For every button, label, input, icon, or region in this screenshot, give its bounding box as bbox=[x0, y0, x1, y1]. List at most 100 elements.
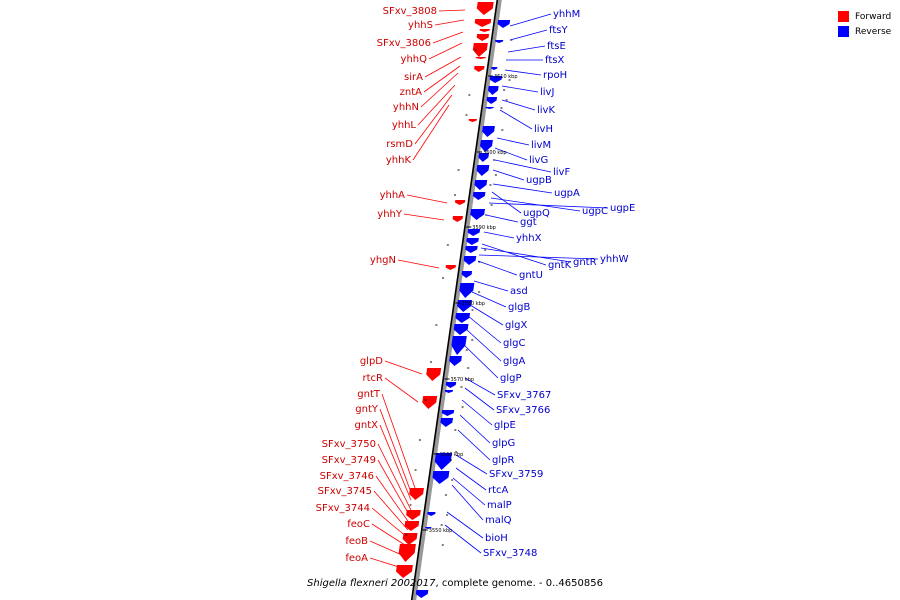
reverse-leader-line bbox=[499, 109, 533, 130]
reverse-leader-line bbox=[464, 377, 496, 396]
reverse-leader-line bbox=[462, 343, 499, 379]
forward-gene-label: feoA bbox=[345, 553, 368, 564]
forward-leader-line bbox=[403, 213, 445, 221]
reverse-gene-label: livJ bbox=[540, 87, 554, 98]
forward-gene-label: SFxv_3749 bbox=[322, 455, 376, 466]
organism-name: Shigella flexneri 2002017 bbox=[307, 578, 436, 589]
forward-leader-line bbox=[371, 507, 409, 539]
reverse-gene-label: SFxv_3766 bbox=[496, 405, 550, 416]
forward-gene-label: rsmD bbox=[386, 139, 413, 150]
legend: Forward Reverse bbox=[838, 9, 898, 39]
forward-gene-label: feoC bbox=[347, 519, 370, 530]
reverse-gene-label: glgB bbox=[508, 302, 530, 313]
reverse-gene-label: ugpQ bbox=[523, 208, 550, 219]
map-caption: Shigella flexneri 2002017, complete geno… bbox=[0, 578, 900, 589]
reverse-feature bbox=[466, 238, 479, 245]
reverse-leader-line bbox=[461, 399, 493, 426]
reverse-leader-line bbox=[467, 315, 502, 344]
reverse-gene-label: yhhX bbox=[516, 233, 542, 244]
reverse-feature bbox=[453, 324, 469, 335]
reverse-feature bbox=[478, 153, 490, 162]
forward-leader-line bbox=[424, 56, 462, 78]
reverse-gene-label: ugpE bbox=[610, 203, 635, 214]
reverse-feature bbox=[480, 140, 493, 152]
reverse-gene-label: glpG bbox=[492, 438, 515, 449]
reverse-leader-line bbox=[478, 254, 599, 260]
reverse-gene-label: gntR bbox=[573, 257, 597, 268]
forward-gene-label: SFxv_3745 bbox=[318, 486, 372, 497]
reverse-leader-line bbox=[501, 99, 536, 111]
reverse-leader-line bbox=[469, 304, 504, 326]
reverse-feature bbox=[489, 76, 503, 83]
legend-forward-label: Forward bbox=[855, 11, 892, 22]
reverse-feature bbox=[455, 313, 471, 323]
forward-feature bbox=[476, 2, 494, 15]
reverse-swatch bbox=[838, 26, 849, 37]
reverse-leader-line bbox=[471, 291, 507, 308]
reverse-leader-line bbox=[446, 511, 484, 539]
backbone-line bbox=[412, 0, 502, 600]
legend-reverse: Reverse bbox=[838, 24, 898, 39]
reverse-gene-label: livK bbox=[537, 105, 555, 116]
reverse-gene-label: glgP bbox=[500, 373, 522, 384]
reverse-leader-line bbox=[464, 387, 495, 411]
caption-rest: , complete genome. - 0..4650856 bbox=[435, 578, 603, 589]
forward-gene-label: feoB bbox=[345, 536, 368, 547]
reverse-leader-line bbox=[480, 247, 572, 263]
reverse-feature bbox=[474, 180, 488, 190]
reverse-leader-line bbox=[494, 147, 528, 161]
forward-gene-label: gntT bbox=[357, 389, 381, 400]
forward-leader-line bbox=[397, 259, 440, 269]
reverse-gene-label: glpE bbox=[494, 420, 516, 431]
forward-leader-line bbox=[432, 31, 464, 44]
reverse-feature bbox=[461, 271, 473, 278]
forward-gene-label: SFxv_3750 bbox=[322, 439, 376, 450]
reverse-gene-label: rtcA bbox=[488, 485, 509, 496]
forward-gene-label: rtcR bbox=[363, 373, 384, 384]
scale-tick-label: 3560 kbp bbox=[440, 452, 464, 458]
reverse-gene-label: gntU bbox=[519, 270, 543, 281]
reverse-gene-label: livF bbox=[553, 167, 570, 178]
forward-gene-label: SFxv_3744 bbox=[316, 503, 370, 514]
forward-gene-label: yhhK bbox=[386, 155, 412, 166]
reverse-feature bbox=[485, 107, 494, 109]
reverse-leader-line bbox=[485, 214, 519, 223]
reverse-leader-line bbox=[459, 414, 491, 444]
reverse-gene-label: glgC bbox=[503, 338, 525, 349]
scale-tick-label: 3550 kbp bbox=[429, 528, 453, 534]
forward-leader-line bbox=[369, 557, 403, 569]
forward-feature bbox=[479, 29, 490, 32]
forward-feature bbox=[468, 119, 477, 122]
forward-feature bbox=[474, 66, 485, 72]
scale-ticks: 3610 kbp 3600 kbp 3590 kbp 3580 kbp 3570 kbp… bbox=[422, 74, 518, 534]
reverse-feature bbox=[486, 97, 498, 104]
forward-leader-line bbox=[384, 377, 419, 403]
forward-leader-line bbox=[420, 72, 459, 108]
forward-feature bbox=[402, 533, 418, 545]
forward-gene-label: gntY bbox=[355, 404, 379, 415]
reverse-gene-label: yhhW bbox=[600, 254, 629, 265]
reverse-feature bbox=[449, 356, 462, 366]
reverse-gene-label: SFxv_3759 bbox=[489, 469, 543, 480]
reverse-leader-line bbox=[492, 169, 525, 181]
forward-leader-line bbox=[377, 443, 412, 511]
reverse-feature bbox=[482, 126, 495, 137]
forward-leader-line bbox=[381, 393, 416, 489]
reverse-gene-label: malP bbox=[487, 500, 512, 511]
legend-reverse-label: Reverse bbox=[855, 26, 892, 37]
forward-leader-line bbox=[384, 360, 423, 375]
reverse-leader-line bbox=[481, 243, 547, 266]
forward-leader-line bbox=[423, 65, 461, 93]
reverse-gene-label: SFxv_3748 bbox=[483, 548, 537, 559]
backbone-line bbox=[410, 0, 499, 600]
forward-feature bbox=[445, 265, 456, 270]
forward-leader-line bbox=[428, 42, 463, 60]
reverse-feature bbox=[457, 300, 472, 312]
forward-gene-label: SFxv_3746 bbox=[320, 471, 374, 482]
label-leader-lines bbox=[369, 9, 609, 569]
forward-feature bbox=[422, 396, 438, 409]
reverse-gene-label: livH bbox=[534, 124, 553, 135]
forward-gene-label: SFxv_3806 bbox=[377, 38, 431, 49]
reverse-leader-line bbox=[492, 183, 553, 194]
